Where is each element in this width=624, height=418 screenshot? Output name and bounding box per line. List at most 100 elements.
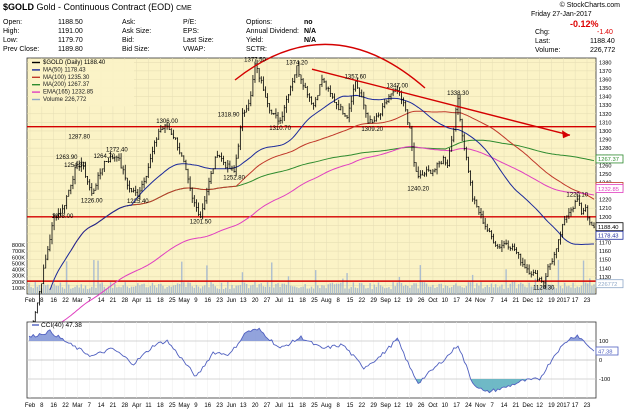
- volume-axis-tick: 600K: [12, 255, 25, 261]
- volume-bar: [74, 286, 76, 294]
- cci-x-tick: Apr: [132, 403, 141, 409]
- volume-bar: [204, 285, 206, 294]
- volume-bar: [520, 282, 522, 294]
- cci-x-tick: Mar: [72, 403, 82, 409]
- legend-entry: MA(100) 1235.30: [43, 75, 90, 81]
- volume-bar: [501, 284, 503, 294]
- volume-bar: [262, 286, 265, 294]
- volume-bar: [183, 282, 185, 294]
- price-annotation: 1263.90: [56, 155, 78, 161]
- value-tag-box: [595, 184, 624, 193]
- volume-bar: [346, 273, 348, 294]
- pe-label: P/E:: [183, 19, 197, 26]
- volume-bar: [91, 286, 93, 294]
- volume-bar: [170, 286, 172, 294]
- volume-bar: [172, 285, 175, 294]
- price-axis-tick: 1170: [599, 241, 611, 247]
- volume-bar: [53, 283, 55, 294]
- cci-x-tick: 14: [98, 403, 105, 409]
- cci-x-tick: 26: [418, 403, 425, 409]
- price-axis-tick: 1160: [599, 249, 611, 255]
- volume-bar: [222, 289, 225, 294]
- volume-bar: [593, 284, 595, 294]
- volume-bar: [68, 284, 70, 294]
- volume-bar: [250, 285, 252, 294]
- volume-bar: [28, 283, 30, 294]
- cci-x-tick: Jul: [275, 403, 283, 409]
- volume-bar: [331, 282, 334, 294]
- volume-bar: [214, 286, 216, 294]
- volume-bar: [118, 286, 120, 294]
- volume-bar: [589, 278, 591, 294]
- volume-bar: [427, 286, 430, 294]
- volume-bar: [310, 286, 313, 294]
- volume-bar: [511, 281, 514, 294]
- volume-bar: [166, 287, 168, 294]
- price-x-tick: 23: [216, 298, 223, 304]
- volume-bar: [582, 260, 585, 294]
- volume-bar: [197, 286, 200, 294]
- volume-bar: [478, 285, 480, 294]
- price-x-tick: 25: [311, 298, 318, 304]
- volume-bar: [354, 287, 357, 294]
- value-tag-text: 1188.40: [598, 225, 619, 231]
- volume-bar: [300, 287, 302, 294]
- value-tag-box: [595, 154, 624, 164]
- price-axis-tick: 1370: [599, 69, 611, 75]
- volume-axis-tick: 500K: [12, 261, 25, 267]
- title-description: Gold - Continuous Contract (EOD): [36, 2, 174, 12]
- cci-x-tick: 15: [347, 403, 354, 409]
- volume-bar: [88, 288, 91, 294]
- volume-bar: [304, 284, 306, 294]
- volume-bar: [273, 287, 275, 294]
- price-annotation: 1309.20: [361, 127, 383, 133]
- price-axis-tick: 1210: [599, 206, 611, 212]
- volume-bar: [76, 285, 78, 294]
- volume-bar: [229, 288, 231, 294]
- volume-bar: [220, 282, 223, 294]
- volume-bar: [536, 286, 539, 294]
- volume-bar: [45, 285, 47, 294]
- last-value: 1188.40: [590, 38, 615, 45]
- cci-x-tick: 17: [453, 403, 460, 409]
- volume-bar: [289, 285, 292, 294]
- cci-x-tick: 27: [264, 403, 271, 409]
- volume-bar: [484, 286, 486, 294]
- yield-label: Yield:: [246, 37, 264, 44]
- volume-bar: [245, 283, 248, 294]
- volume-bar: [381, 286, 384, 294]
- date-label: Friday 27-Jan-2017: [531, 11, 592, 18]
- volume-bar: [162, 285, 164, 294]
- volume-bar: [352, 282, 355, 294]
- volume-bar: [549, 284, 551, 294]
- volume-bar: [130, 286, 133, 294]
- volume-bar: [369, 283, 371, 294]
- volume-bar: [432, 284, 434, 294]
- volume-bar: [363, 285, 365, 294]
- price-x-tick: 19: [406, 298, 413, 304]
- volume-bar: [109, 282, 112, 294]
- volume-bar: [396, 282, 398, 294]
- volume-bar: [379, 285, 382, 294]
- volume-bar: [105, 288, 108, 294]
- volume-bar: [423, 282, 426, 294]
- price-x-tick: Oct: [428, 298, 438, 304]
- volume-bar: [235, 285, 237, 294]
- prev-close-label: Prev Close:: [3, 46, 40, 53]
- volume-bar: [147, 287, 149, 294]
- downtrend-line: [311, 68, 571, 136]
- volume-bar: [421, 282, 424, 294]
- price-annotation: 1264.70: [93, 154, 115, 160]
- volume-bar: [446, 286, 449, 294]
- volume-bar: [124, 282, 126, 294]
- volume-bar: [568, 285, 570, 294]
- volume-bar: [277, 283, 279, 294]
- volume-bar: [344, 288, 346, 294]
- cci-x-tick: Oct: [428, 403, 438, 409]
- volume-bar: [417, 288, 419, 294]
- volume-bar: [587, 283, 589, 294]
- volume-bar: [189, 282, 191, 294]
- volume-bar: [181, 261, 183, 294]
- volume-bar: [128, 288, 131, 294]
- value-tag-text: 1178.43: [598, 234, 619, 240]
